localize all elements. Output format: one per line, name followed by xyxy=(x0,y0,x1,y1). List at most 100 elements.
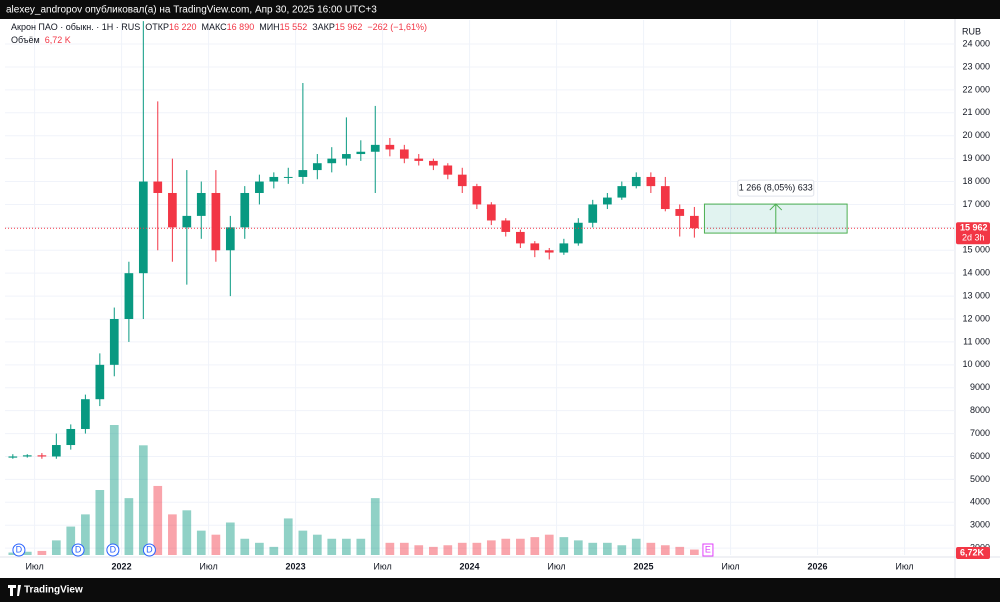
y-tick-label: 12 000 xyxy=(962,313,990,323)
measure-label-box xyxy=(737,179,815,197)
candle-body xyxy=(95,364,105,400)
x-tick-label: Июл xyxy=(199,561,217,571)
candle-body xyxy=(516,231,525,244)
volume-bar xyxy=(573,540,583,555)
candle-body xyxy=(168,192,177,228)
volume-bar xyxy=(37,550,47,555)
y-tick-label: 6000 xyxy=(970,451,990,461)
y-tick-label: 17 000 xyxy=(962,199,990,209)
y-tick-label: 5000 xyxy=(970,474,990,484)
volume-bar xyxy=(81,514,90,555)
volume-bar xyxy=(283,518,293,555)
last-price-label: 15 962 xyxy=(960,223,988,233)
volume-bar xyxy=(414,545,424,555)
volume-bar xyxy=(588,542,598,555)
volume-value: 6,72 K xyxy=(45,35,71,45)
volume-bar xyxy=(8,552,18,555)
candle-body xyxy=(472,186,482,205)
bottom-bar xyxy=(0,578,1000,602)
candle-body xyxy=(109,319,119,365)
dividend-marker xyxy=(12,543,26,557)
ohlc-name: ОТКР xyxy=(145,22,169,32)
event-label: D xyxy=(146,544,153,554)
y-tick-label: 4000 xyxy=(970,497,990,507)
candle-body xyxy=(429,160,438,166)
dividend-marker xyxy=(71,543,85,557)
legend: Акрон ПАО · обыкн. · 1Н · RUS ОТКР16 220 М… xyxy=(11,22,427,32)
candle-body xyxy=(153,181,163,193)
event-label: E xyxy=(705,544,711,554)
x-tick-label: 2026 xyxy=(808,561,828,571)
volume-bar xyxy=(51,540,61,555)
volume-bar xyxy=(559,537,569,555)
candle-body xyxy=(660,186,670,210)
event-label: D xyxy=(110,544,117,554)
volume-tag xyxy=(956,547,990,559)
volume-bar xyxy=(269,546,279,555)
candle-body xyxy=(588,204,598,223)
volume-bar xyxy=(66,526,76,555)
volume-bar xyxy=(690,549,699,555)
x-tick-label: Июл xyxy=(895,561,913,571)
y-tick-label: 19 000 xyxy=(962,153,990,163)
volume-bar xyxy=(370,498,380,555)
ohlc-value: 15 552 xyxy=(280,22,308,32)
volume-name: Объём xyxy=(11,35,40,45)
candle-body xyxy=(51,445,61,457)
volume-bar xyxy=(617,545,627,555)
candle-body xyxy=(603,197,612,205)
volume-bar xyxy=(240,538,250,555)
volume-bar xyxy=(675,546,685,555)
last-price-tag xyxy=(956,222,990,245)
y-tick-label: 11 000 xyxy=(963,336,990,346)
candle-body xyxy=(530,243,540,251)
candle-body xyxy=(196,192,206,216)
x-tick-label: 2023 xyxy=(286,561,306,571)
event-label: D xyxy=(75,544,82,554)
symbol: Акрон ПАО · обыкн. · 1Н · RUS xyxy=(11,22,140,32)
candle-body xyxy=(283,176,293,178)
volume-bar xyxy=(342,538,351,555)
volume-legend: Объём 6,72 K xyxy=(11,35,71,45)
volume-bar xyxy=(385,542,395,555)
volume-bar xyxy=(356,538,366,555)
candle-body xyxy=(138,181,148,274)
y-tick-label: 14 000 xyxy=(962,268,990,278)
y-tick-label: 8000 xyxy=(970,405,990,415)
volume-bar xyxy=(95,490,105,555)
dividend-marker xyxy=(142,543,156,557)
measure-label: 1 266 (8,05%) 633 xyxy=(739,182,813,192)
change: −262 (−1,61%) xyxy=(367,22,427,32)
event-label: D xyxy=(16,544,23,554)
candle-body xyxy=(8,456,18,458)
ohlc-value: 16 890 xyxy=(227,22,255,32)
volume-bar xyxy=(429,546,438,555)
earnings-marker xyxy=(702,543,714,557)
volume-bar xyxy=(22,551,32,555)
candle-body xyxy=(66,428,76,446)
x-tick-label: Июл xyxy=(373,561,391,571)
x-tick-label: 2025 xyxy=(634,561,654,571)
ohlc-value: 16 220 xyxy=(169,22,197,32)
candle-body xyxy=(617,186,627,198)
measure-arrow xyxy=(769,203,783,234)
y-tick-label: 9000 xyxy=(970,382,990,392)
volume-bar xyxy=(486,540,496,555)
volume-bar xyxy=(472,542,482,555)
volume-bar xyxy=(182,510,192,555)
y-tick-label: 7000 xyxy=(970,428,990,438)
candle-body xyxy=(646,176,656,187)
x-tick-label: Июл xyxy=(25,561,43,571)
volume-bar xyxy=(544,534,554,555)
volume-bar xyxy=(312,534,322,555)
volume-bar xyxy=(327,538,337,555)
volume-bar xyxy=(399,542,409,555)
ohlc-name: МИН xyxy=(259,22,279,32)
volume-bar xyxy=(211,534,221,555)
volume-bar xyxy=(501,538,511,555)
volume-bar xyxy=(109,425,119,555)
candle-body xyxy=(327,158,337,164)
candle-body xyxy=(544,250,554,253)
candle-body xyxy=(399,149,409,159)
